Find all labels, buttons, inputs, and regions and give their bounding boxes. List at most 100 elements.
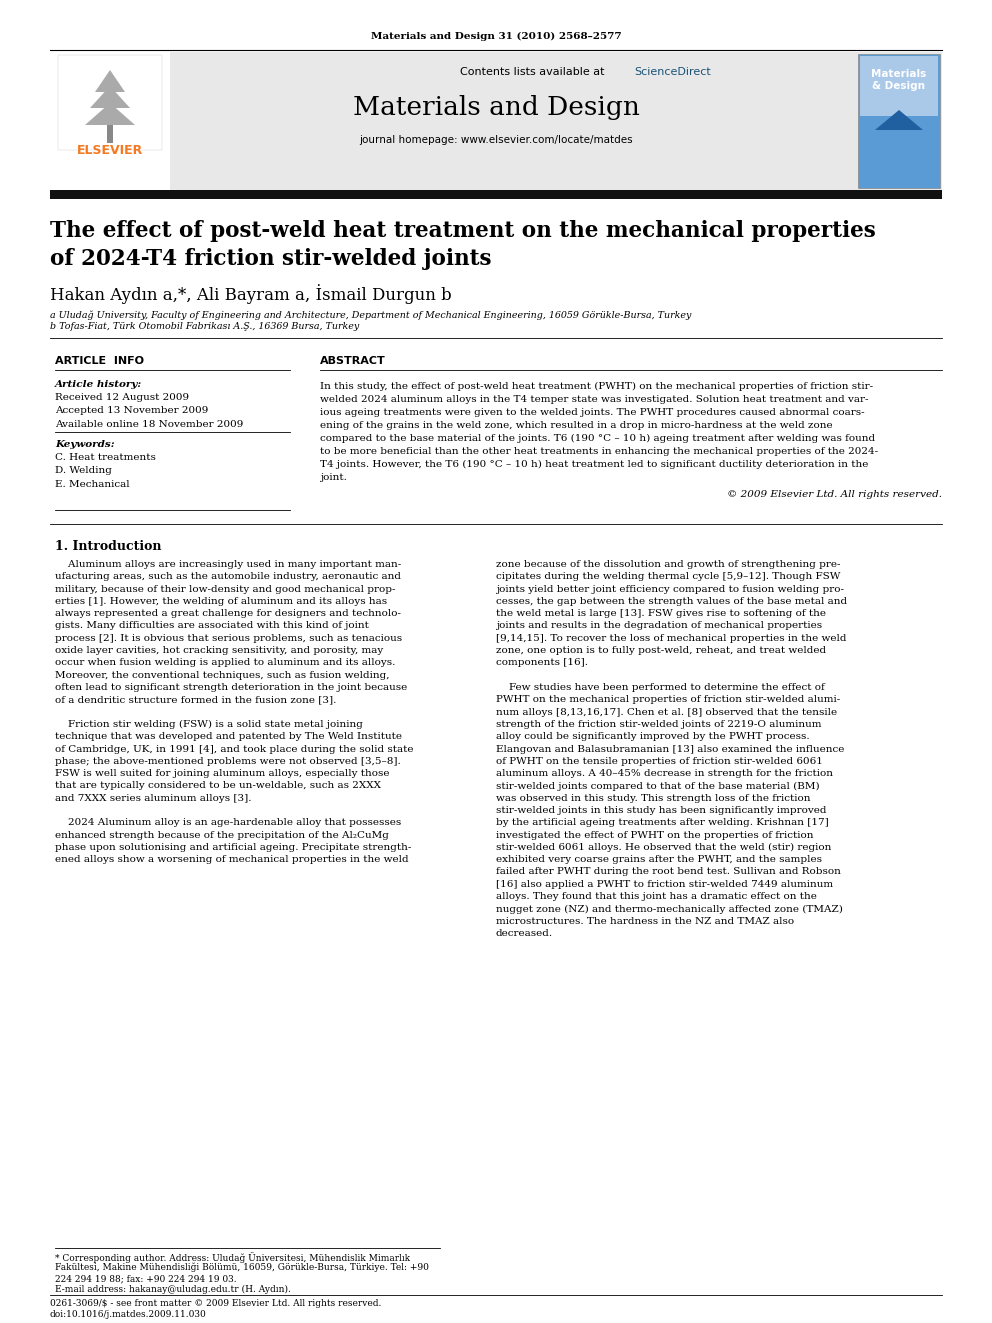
Text: of 2024-T4 friction stir-welded joints: of 2024-T4 friction stir-welded joints — [50, 247, 491, 270]
Text: 2024 Aluminum alloy is an age-hardenable alloy that possesses: 2024 Aluminum alloy is an age-hardenable… — [55, 819, 401, 827]
Text: compared to the base material of the joints. T6 (190 °C – 10 h) ageing treatment: compared to the base material of the joi… — [320, 434, 875, 443]
Text: joint.: joint. — [320, 474, 347, 482]
Text: of a dendritic structure formed in the fusion zone [3].: of a dendritic structure formed in the f… — [55, 696, 336, 704]
Text: Friction stir welding (FSW) is a solid state metal joining: Friction stir welding (FSW) is a solid s… — [55, 720, 363, 729]
Text: The effect of post-weld heat treatment on the mechanical properties: The effect of post-weld heat treatment o… — [50, 220, 876, 242]
Text: zone, one option is to fully post-weld, reheat, and treat welded: zone, one option is to fully post-weld, … — [496, 646, 826, 655]
Text: phase; the above-mentioned problems were not observed [3,5–8].: phase; the above-mentioned problems were… — [55, 757, 401, 766]
Text: a Uludağ University, Faculty of Engineering and Architecture, Department of Mech: a Uludağ University, Faculty of Engineer… — [50, 310, 691, 319]
Text: * Corresponding author. Address: Uludağ Üniversitesi, Mühendislik Mimarlık: * Corresponding author. Address: Uludağ … — [55, 1252, 410, 1263]
Text: Materials and Design 31 (2010) 2568–2577: Materials and Design 31 (2010) 2568–2577 — [371, 32, 621, 41]
Text: to be more beneficial than the other heat treatments in enhancing the mechanical: to be more beneficial than the other hea… — [320, 447, 878, 456]
Text: ened alloys show a worsening of mechanical properties in the weld: ened alloys show a worsening of mechanic… — [55, 855, 409, 864]
Text: ABSTRACT: ABSTRACT — [320, 356, 386, 366]
Text: alloys. They found that this joint has a dramatic effect on the: alloys. They found that this joint has a… — [496, 892, 816, 901]
Bar — [860, 56, 938, 116]
Text: occur when fusion welding is applied to aluminum and its alloys.: occur when fusion welding is applied to … — [55, 659, 396, 667]
Text: of PWHT on the tensile properties of friction stir-welded 6061: of PWHT on the tensile properties of fri… — [496, 757, 823, 766]
Text: T4 joints. However, the T6 (190 °C – 10 h) heat treatment led to significant duc: T4 joints. However, the T6 (190 °C – 10 … — [320, 460, 868, 470]
Text: Article history:: Article history: — [55, 380, 142, 389]
Text: b Tofas-Fiat, Türk Otomobil Fabrikası A.Ş., 16369 Bursa, Turkey: b Tofas-Fiat, Türk Otomobil Fabrikası A.… — [50, 321, 359, 331]
Text: ufacturing areas, such as the automobile industry, aeronautic and: ufacturing areas, such as the automobile… — [55, 573, 401, 581]
Polygon shape — [875, 110, 923, 130]
Bar — [50, 52, 170, 191]
Text: strength of the friction stir-welded joints of 2219-O aluminum: strength of the friction stir-welded joi… — [496, 720, 821, 729]
Bar — [58, 56, 162, 149]
Text: often lead to significant strength deterioration in the joint because: often lead to significant strength deter… — [55, 683, 408, 692]
Text: © 2009 Elsevier Ltd. All rights reserved.: © 2009 Elsevier Ltd. All rights reserved… — [727, 490, 942, 499]
Text: Available online 18 November 2009: Available online 18 November 2009 — [55, 419, 243, 429]
Text: [16] also applied a PWHT to friction stir-welded 7449 aluminum: [16] also applied a PWHT to friction sti… — [496, 880, 833, 889]
Text: components [16].: components [16]. — [496, 659, 588, 667]
Text: and 7XXX series aluminum alloys [3].: and 7XXX series aluminum alloys [3]. — [55, 794, 252, 803]
Text: Contents lists available at: Contents lists available at — [460, 67, 608, 77]
Text: ARTICLE  INFO: ARTICLE INFO — [55, 356, 144, 366]
Text: Fakültesi, Makine Mühendisliği Bölümü, 16059, Görükle-Bursa, Türkiye. Tel: +90: Fakültesi, Makine Mühendisliği Bölümü, 1… — [55, 1263, 429, 1273]
Text: D. Welding: D. Welding — [55, 467, 112, 475]
Text: by the artificial ageing treatments after welding. Krishnan [17]: by the artificial ageing treatments afte… — [496, 819, 828, 827]
Bar — [858, 54, 940, 188]
Text: that are typically considered to be un-weldable, such as 2XXX: that are typically considered to be un-w… — [55, 782, 381, 790]
Text: stir-welded joints compared to that of the base material (BM): stir-welded joints compared to that of t… — [496, 782, 819, 791]
Text: 0261-3069/$ - see front matter © 2009 Elsevier Ltd. All rights reserved.: 0261-3069/$ - see front matter © 2009 El… — [50, 1299, 381, 1308]
Text: microstructures. The hardness in the NZ and TMAZ also: microstructures. The hardness in the NZ … — [496, 917, 795, 926]
Text: Keywords:: Keywords: — [55, 441, 115, 448]
Text: Moreover, the conventional techniques, such as fusion welding,: Moreover, the conventional techniques, s… — [55, 671, 390, 680]
Text: joints yield better joint efficiency compared to fusion welding pro-: joints yield better joint efficiency com… — [496, 585, 844, 594]
Text: failed after PWHT during the root bend test. Sullivan and Robson: failed after PWHT during the root bend t… — [496, 868, 841, 877]
Text: [9,14,15]. To recover the loss of mechanical properties in the weld: [9,14,15]. To recover the loss of mechan… — [496, 634, 846, 643]
Text: stir-welded 6061 alloys. He observed that the weld (stir) region: stir-welded 6061 alloys. He observed tha… — [496, 843, 831, 852]
Text: stir-welded joints in this study has been significantly improved: stir-welded joints in this study has bee… — [496, 806, 826, 815]
Text: Accepted 13 November 2009: Accepted 13 November 2009 — [55, 406, 208, 415]
Bar — [50, 52, 942, 191]
Text: cipitates during the welding thermal cycle [5,9–12]. Though FSW: cipitates during the welding thermal cyc… — [496, 573, 840, 581]
Text: ious ageing treatments were given to the welded joints. The PWHT procedures caus: ious ageing treatments were given to the… — [320, 407, 865, 417]
Text: Few studies have been performed to determine the effect of: Few studies have been performed to deter… — [496, 683, 824, 692]
Text: FSW is well suited for joining aluminum alloys, especially those: FSW is well suited for joining aluminum … — [55, 769, 390, 778]
Text: Hakan Aydın a,*, Ali Bayram a, İsmail Durgun b: Hakan Aydın a,*, Ali Bayram a, İsmail Du… — [50, 284, 451, 304]
Text: was observed in this study. This strength loss of the friction: was observed in this study. This strengt… — [496, 794, 810, 803]
Text: zone because of the dissolution and growth of strengthening pre-: zone because of the dissolution and grow… — [496, 560, 840, 569]
Text: nugget zone (NZ) and thermo-mechanically affected zone (TMAZ): nugget zone (NZ) and thermo-mechanically… — [496, 905, 843, 913]
Polygon shape — [90, 86, 130, 108]
Text: ening of the grains in the weld zone, which resulted in a drop in micro-hardness: ening of the grains in the weld zone, wh… — [320, 421, 832, 430]
Text: alloy could be significantly improved by the PWHT process.: alloy could be significantly improved by… — [496, 732, 809, 741]
Text: of Cambridge, UK, in 1991 [4], and took place during the solid state: of Cambridge, UK, in 1991 [4], and took … — [55, 745, 414, 754]
Text: Elangovan and Balasubramanian [13] also examined the influence: Elangovan and Balasubramanian [13] also … — [496, 745, 844, 754]
Text: ScienceDirect: ScienceDirect — [634, 67, 710, 77]
Text: gists. Many difficulties are associated with this kind of joint: gists. Many difficulties are associated … — [55, 622, 369, 631]
Text: joints and results in the degradation of mechanical properties: joints and results in the degradation of… — [496, 622, 822, 631]
Bar — [107, 124, 113, 143]
Polygon shape — [85, 103, 135, 124]
Polygon shape — [95, 70, 125, 93]
Text: the weld metal is large [13]. FSW gives rise to softening of the: the weld metal is large [13]. FSW gives … — [496, 609, 826, 618]
Text: investigated the effect of PWHT on the properties of friction: investigated the effect of PWHT on the p… — [496, 831, 813, 840]
Text: 224 294 19 88; fax: +90 224 294 19 03.: 224 294 19 88; fax: +90 224 294 19 03. — [55, 1274, 237, 1283]
Bar — [50, 191, 942, 198]
Text: enhanced strength because of the precipitation of the Al₂CuMg: enhanced strength because of the precipi… — [55, 831, 389, 840]
Text: erties [1]. However, the welding of aluminum and its alloys has: erties [1]. However, the welding of alum… — [55, 597, 387, 606]
Text: decreased.: decreased. — [496, 929, 554, 938]
Text: Received 12 August 2009: Received 12 August 2009 — [55, 393, 189, 402]
Text: always represented a great challenge for designers and technolo-: always represented a great challenge for… — [55, 609, 401, 618]
Text: phase upon solutionising and artificial ageing. Precipitate strength-: phase upon solutionising and artificial … — [55, 843, 412, 852]
Text: ELSEVIER: ELSEVIER — [76, 143, 143, 156]
Text: technique that was developed and patented by The Weld Institute: technique that was developed and patente… — [55, 732, 402, 741]
Text: E. Mechanical: E. Mechanical — [55, 480, 130, 488]
Text: In this study, the effect of post-weld heat treatment (PWHT) on the mechanical p: In this study, the effect of post-weld h… — [320, 382, 873, 392]
Text: oxide layer cavities, hot cracking sensitivity, and porosity, may: oxide layer cavities, hot cracking sensi… — [55, 646, 383, 655]
Text: 1. Introduction: 1. Introduction — [55, 540, 162, 553]
Text: C. Heat treatments: C. Heat treatments — [55, 454, 156, 462]
Text: E-mail address: hakanay@uludag.edu.tr (H. Aydın).: E-mail address: hakanay@uludag.edu.tr (H… — [55, 1285, 291, 1294]
Text: Aluminum alloys are increasingly used in many important man-: Aluminum alloys are increasingly used in… — [55, 560, 401, 569]
Text: doi:10.1016/j.matdes.2009.11.030: doi:10.1016/j.matdes.2009.11.030 — [50, 1310, 206, 1319]
Text: cesses, the gap between the strength values of the base metal and: cesses, the gap between the strength val… — [496, 597, 847, 606]
Text: num alloys [8,13,16,17]. Chen et al. [8] observed that the tensile: num alloys [8,13,16,17]. Chen et al. [8]… — [496, 708, 837, 717]
Text: process [2]. It is obvious that serious problems, such as tenacious: process [2]. It is obvious that serious … — [55, 634, 402, 643]
Text: journal homepage: www.elsevier.com/locate/matdes: journal homepage: www.elsevier.com/locat… — [359, 135, 633, 146]
Text: welded 2024 aluminum alloys in the T4 temper state was investigated. Solution he: welded 2024 aluminum alloys in the T4 te… — [320, 396, 869, 404]
Text: exhibited very coarse grains after the PWHT, and the samples: exhibited very coarse grains after the P… — [496, 855, 822, 864]
Text: aluminum alloys. A 40–45% decrease in strength for the friction: aluminum alloys. A 40–45% decrease in st… — [496, 769, 833, 778]
Text: PWHT on the mechanical properties of friction stir-welded alumi-: PWHT on the mechanical properties of fri… — [496, 696, 840, 704]
Text: Materials
& Design: Materials & Design — [871, 69, 927, 91]
